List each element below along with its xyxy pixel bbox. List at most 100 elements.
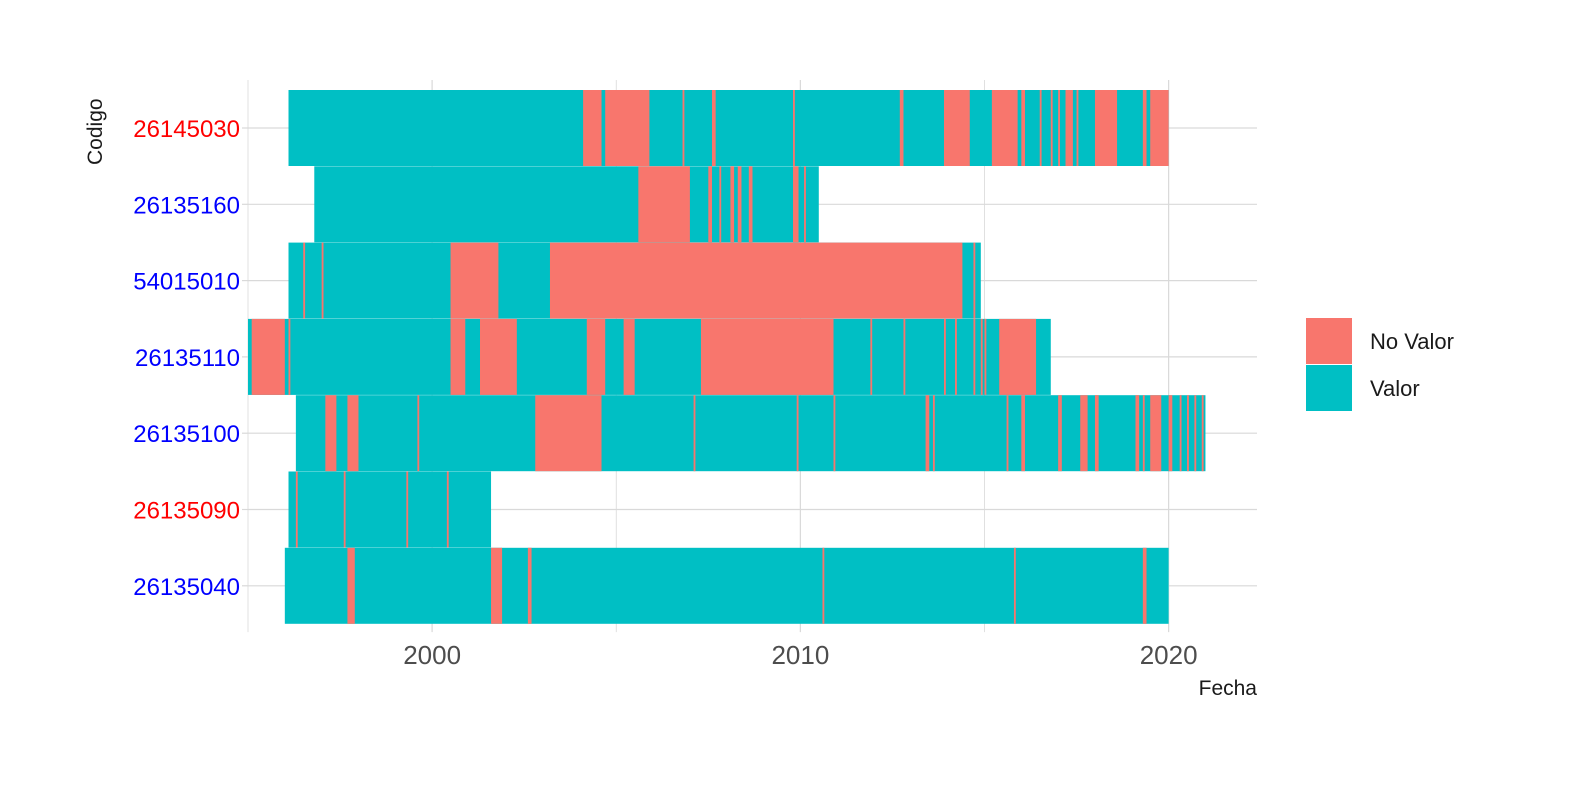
segment-no-valor-26135110 <box>251 318 285 395</box>
segment-no-valor-26135110 <box>973 318 976 395</box>
segment-no-valor-26135100 <box>1194 395 1197 472</box>
segment-no-valor-26135090 <box>446 471 449 548</box>
segment-no-valor-26135160 <box>737 166 742 243</box>
segment-no-valor-54015010 <box>549 242 963 319</box>
segment-no-valor-26135100 <box>833 395 836 472</box>
y-tick-label-26135090: 26135090 <box>133 498 240 525</box>
segment-no-valor-26145030 <box>711 90 716 166</box>
segment-no-valor-26145030 <box>1076 90 1079 166</box>
data-rows <box>248 90 1206 624</box>
segment-no-valor-26145030 <box>1065 90 1073 166</box>
legend: No Valor Valor <box>1306 318 1454 411</box>
segment-no-valor-26135090 <box>343 471 346 548</box>
y-tick-label-54015010: 54015010 <box>133 269 240 296</box>
legend-swatch-no-valor <box>1306 318 1352 364</box>
segment-no-valor-26135100 <box>1094 395 1099 472</box>
segment-no-valor-26135100 <box>1135 395 1140 472</box>
segment-no-valor-26135110 <box>999 318 1037 395</box>
segment-no-valor-26135100 <box>1058 395 1062 472</box>
segment-no-valor-54015010 <box>450 242 499 319</box>
segment-no-valor-26135110 <box>450 318 466 395</box>
y-tick-label-26135110: 26135110 <box>135 345 240 372</box>
bar-valor-26135090 <box>288 471 492 548</box>
bar-valor-26135040 <box>284 547 1169 624</box>
x-tick-label-2020: 2020 <box>1140 640 1198 670</box>
bar-valor-26145030 <box>288 90 1169 166</box>
segment-no-valor-26135110 <box>984 318 987 395</box>
segment-no-valor-26135160 <box>638 166 690 243</box>
segment-no-valor-26135100 <box>693 395 696 472</box>
segment-no-valor-26135100 <box>796 395 799 472</box>
y-tick-label-26135040: 26135040 <box>133 574 240 601</box>
segment-no-valor-26135110 <box>955 318 957 395</box>
segment-no-valor-26135160 <box>708 166 712 243</box>
segment-no-valor-26135100 <box>325 395 337 472</box>
segment-no-valor-26145030 <box>1058 90 1060 166</box>
segment-no-valor-26135110 <box>288 318 291 395</box>
segment-no-valor-26135100 <box>1150 395 1162 472</box>
y-axis-title: Codigo <box>84 98 107 165</box>
segment-no-valor-26135040 <box>1013 547 1016 624</box>
segment-no-valor-26135100 <box>925 395 930 472</box>
segment-no-valor-26145030 <box>1150 90 1169 166</box>
segment-no-valor-26145030 <box>793 90 795 166</box>
legend-label-no-valor: No Valor <box>1370 329 1454 354</box>
segment-no-valor-26145030 <box>1039 90 1042 166</box>
segment-no-valor-26135110 <box>623 318 635 395</box>
segment-no-valor-26135040 <box>527 547 532 624</box>
segment-no-valor-26135100 <box>1080 395 1088 472</box>
segment-no-valor-26135100 <box>1142 395 1145 472</box>
segment-no-valor-26135040 <box>491 547 503 624</box>
y-tick-label-26145030: 26145030 <box>133 116 240 143</box>
segment-no-valor-54015010 <box>303 242 306 319</box>
segment-no-valor-26135100 <box>1006 395 1009 472</box>
segment-no-valor-26135110 <box>586 318 606 395</box>
segment-no-valor-26135100 <box>1179 395 1182 472</box>
segment-no-valor-26135110 <box>700 318 834 395</box>
y-tick-label-26135100: 26135100 <box>133 421 240 448</box>
segment-no-valor-26135110 <box>479 318 517 395</box>
x-tick-label-2010: 2010 <box>771 640 829 670</box>
segment-no-valor-26135160 <box>804 166 806 243</box>
segment-no-valor-26135160 <box>730 166 735 243</box>
segment-no-valor-26135090 <box>295 471 298 548</box>
segment-no-valor-26145030 <box>605 90 650 166</box>
segment-no-valor-26135100 <box>1187 395 1189 472</box>
segment-no-valor-26145030 <box>1050 90 1053 166</box>
bar-valor-26135110 <box>248 318 1051 395</box>
segment-no-valor-54015010 <box>321 242 324 319</box>
segment-no-valor-26135100 <box>347 395 359 472</box>
legend-label-valor: Valor <box>1370 376 1420 401</box>
segment-no-valor-26145030 <box>1021 90 1026 166</box>
legend-swatch-valor <box>1306 365 1352 411</box>
segment-no-valor-26135110 <box>980 318 983 395</box>
segment-no-valor-26135110 <box>943 318 946 395</box>
segment-no-valor-26135100 <box>1201 395 1204 472</box>
segment-no-valor-26135100 <box>1168 395 1173 472</box>
y-tick-label-26135160: 26135160 <box>133 192 240 219</box>
segment-no-valor-26135100 <box>932 395 935 472</box>
segment-no-valor-26135090 <box>406 471 409 548</box>
segment-no-valor-26135160 <box>748 166 753 243</box>
x-axis-ticks: 2000 2010 2020 <box>403 640 1197 670</box>
segment-no-valor-26135040 <box>822 547 825 624</box>
segment-no-valor-54015010 <box>973 242 976 319</box>
segment-no-valor-26135110 <box>903 318 906 395</box>
segment-no-valor-26145030 <box>1094 90 1118 166</box>
segment-no-valor-26145030 <box>682 90 685 166</box>
segment-no-valor-26135040 <box>347 547 355 624</box>
segment-no-valor-26145030 <box>583 90 602 166</box>
x-axis-title: Fecha <box>1199 677 1258 700</box>
segment-no-valor-26135110 <box>870 318 873 395</box>
x-tick-label-2000: 2000 <box>403 640 461 670</box>
segment-no-valor-26135160 <box>719 166 722 243</box>
bar-valor-26135160 <box>314 166 819 243</box>
segment-no-valor-26145030 <box>943 90 970 166</box>
segment-no-valor-26145030 <box>991 90 1018 166</box>
segment-no-valor-26135100 <box>1021 395 1026 472</box>
segment-no-valor-26135160 <box>793 166 799 243</box>
segment-no-valor-26145030 <box>899 90 904 166</box>
segment-no-valor-26135040 <box>1142 547 1147 624</box>
segment-no-valor-26135100 <box>535 395 602 472</box>
